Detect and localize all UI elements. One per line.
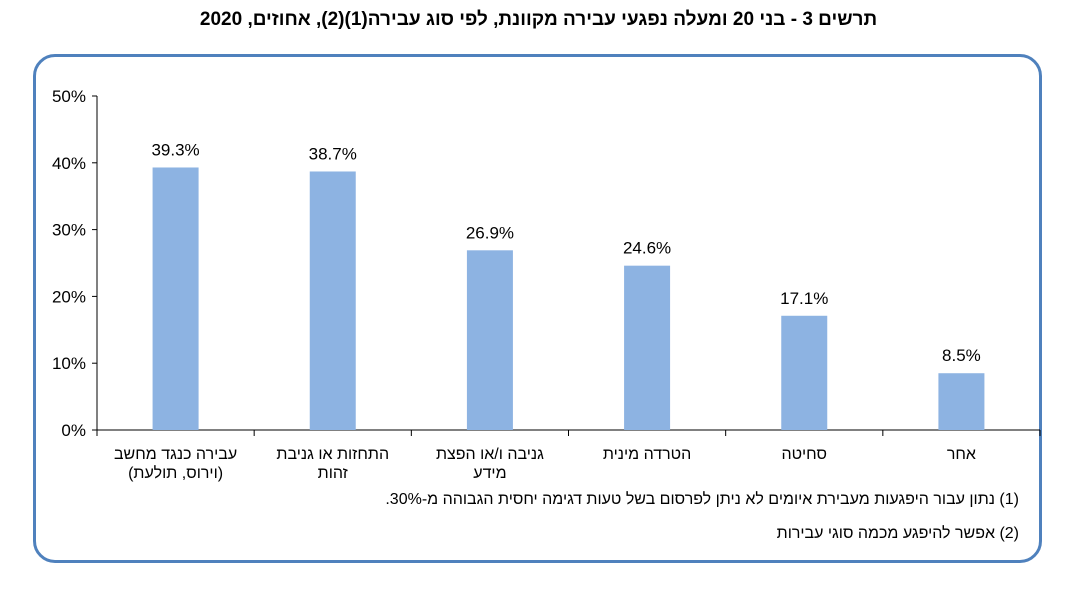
y-tick-label: 20% [52, 287, 86, 306]
category-label: מידע [473, 465, 506, 482]
y-tick-label: 0% [61, 421, 86, 440]
y-tick-label: 50% [52, 87, 86, 106]
data-label: 26.9% [466, 223, 514, 242]
data-label: 38.7% [309, 144, 357, 163]
y-tick-label: 30% [52, 221, 86, 240]
category-label: (וירוס, תולעת) [128, 464, 223, 482]
category-label: גניבה ו/או הפצת [436, 446, 544, 463]
y-tick-label: 10% [52, 354, 86, 373]
y-tick-label: 40% [52, 154, 86, 173]
bar [466, 250, 513, 430]
footnote-2: (2) אפשר להיפגע מכמה סוגי עבירות [777, 525, 1019, 543]
chart-frame [33, 54, 1042, 563]
x-axis: עבירה כנגד מחשב(וירוס, תולעת) התחזות או ג… [96, 429, 1041, 482]
data-label: 8.5% [942, 346, 981, 365]
data-label: 17.1% [780, 289, 828, 308]
chart-title: תרשים 3 - בני 20 ומעלה נפגעי עבירה מקוונ… [199, 9, 878, 30]
bar [152, 167, 199, 430]
category-label: עבירה כנגד מחשב [114, 446, 237, 463]
bar [309, 171, 356, 430]
category-label: הטרדה מינית [603, 446, 691, 463]
data-label: 39.3% [151, 140, 199, 159]
category-label: אחר [947, 446, 976, 463]
bar [781, 315, 828, 430]
category-label: סחיטה [781, 446, 827, 463]
bars: 39.3% 38.7% 26.9% 24.6% 17.1% 8.5% [151, 140, 985, 430]
category-label: התחזות או גניבת [276, 446, 389, 463]
bar [938, 373, 985, 430]
footnote-2-text: (2) אפשר להיפגע מכמה סוגי עבירות [776, 525, 1019, 542]
data-label: 24.6% [623, 239, 671, 258]
y-axis: 0% 10% 20% 30% 40% 50% [52, 87, 98, 440]
footnote-1: (1) נתון עבור היפגעות מעבירת איומים לא נ… [385, 491, 1019, 509]
category-label: זהות [318, 465, 348, 482]
bar [624, 265, 671, 430]
footnote-1-text: (1) נתון עבור היפגעות מעבירת איומים לא נ… [385, 491, 1019, 508]
